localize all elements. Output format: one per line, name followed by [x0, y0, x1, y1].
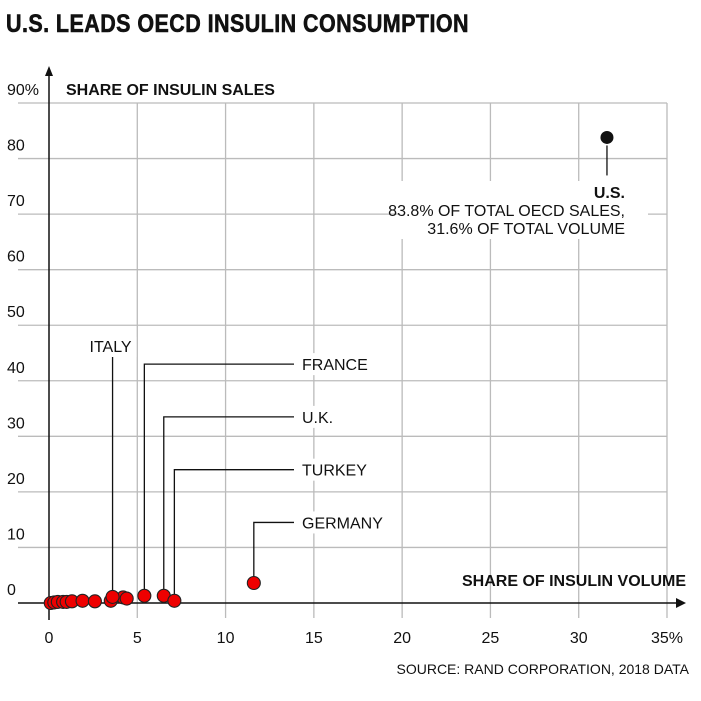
y-tick-label: 80 — [7, 138, 25, 155]
uk-label: U.K. — [302, 410, 333, 427]
us-annotation-line: 31.6% OF TOTAL VOLUME — [427, 221, 625, 238]
data-points — [43, 130, 614, 611]
y-tick-label: 0 — [7, 582, 16, 599]
y-tick-label: 30 — [7, 415, 25, 432]
x-tick-label: 0 — [45, 630, 54, 647]
x-tick-label: 35% — [651, 630, 683, 647]
us-label-backdrop — [398, 181, 648, 239]
germany-label: GERMANY — [302, 515, 383, 532]
source-note: SOURCE: RAND CORPORATION, 2018 DATA — [397, 661, 690, 677]
y-tick-label: 60 — [7, 249, 25, 266]
us-point — [600, 130, 614, 144]
x-tick-label: 20 — [393, 630, 411, 647]
annotation-leaders — [111, 145, 608, 595]
france-point — [137, 588, 152, 603]
germany-point — [246, 575, 261, 591]
x-tick-labels: 0 5 10 15 20 25 30 35% — [45, 630, 683, 647]
italy-point — [105, 589, 120, 604]
y-tick-label: 40 — [7, 360, 25, 377]
turkey-label: TURKEY — [302, 463, 367, 480]
x-tick-label: 30 — [570, 630, 588, 647]
italy-label: ITALY — [90, 339, 132, 356]
germany-label-backdrop — [298, 511, 374, 534]
germany-leader-line — [253, 521, 294, 577]
y-tick-label: 90% — [7, 82, 39, 99]
france-leader-line — [143, 363, 294, 590]
country-point — [75, 593, 90, 608]
y-tick-label: 10 — [7, 526, 25, 543]
x-tick-label: 25 — [482, 630, 500, 647]
uk-label-backdrop — [298, 405, 344, 428]
france-label: FRANCE — [302, 357, 368, 374]
y-axis-title: SHARE OF INSULIN SALES — [66, 82, 275, 99]
turkey-point — [167, 593, 182, 608]
us-annotation-line: U.S. — [594, 185, 625, 202]
y-tick-labels: 0 10 20 30 40 50 60 70 80 90% — [7, 82, 39, 599]
x-tick-label: 10 — [217, 630, 235, 647]
x-axis-arrow-icon — [676, 598, 686, 608]
x-axis-title: SHARE OF INSULIN VOLUME — [462, 573, 686, 590]
y-tick-label: 20 — [7, 471, 25, 488]
y-tick-label: 50 — [7, 304, 25, 321]
grid — [18, 102, 668, 618]
y-tick-label: 70 — [7, 193, 25, 210]
x-tick-label: 5 — [133, 630, 142, 647]
us-annotation-line: 83.8% OF TOTAL OECD SALES, — [388, 203, 625, 220]
x-tick-label: 15 — [305, 630, 323, 647]
country-point — [87, 594, 102, 609]
france-label-backdrop — [298, 353, 364, 376]
uk-leader-line — [163, 416, 294, 590]
turkey-leader-line — [173, 469, 294, 595]
country-point — [119, 591, 134, 606]
italy-label-backdrop — [86, 337, 137, 357]
chart-title: U.S. LEADS OECD INSULIN CONSUMPTION — [6, 10, 470, 39]
y-axis-arrow-icon — [45, 66, 53, 76]
turkey-label-backdrop — [298, 458, 364, 481]
annotation-labels: U.S.83.8% OF TOTAL OECD SALES,31.6% OF T… — [86, 181, 648, 534]
